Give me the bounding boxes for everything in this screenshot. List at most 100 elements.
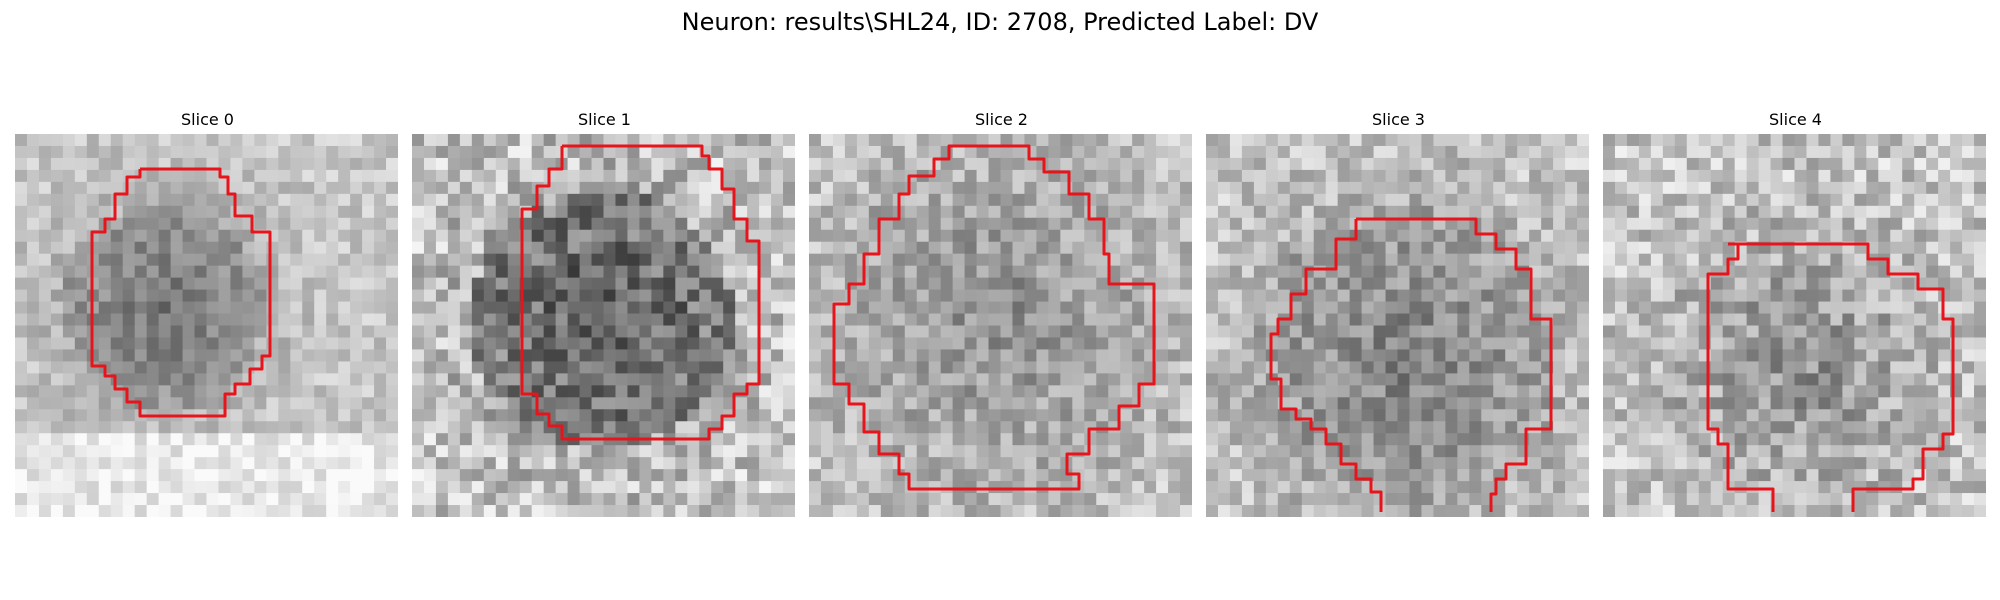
pixel xyxy=(195,146,207,158)
pixel xyxy=(627,242,639,254)
pixel xyxy=(639,349,651,361)
pixel xyxy=(917,493,929,505)
pixel xyxy=(783,326,795,338)
pixel xyxy=(424,146,436,158)
pixel xyxy=(1230,170,1242,182)
pixel xyxy=(1421,469,1433,481)
pixel xyxy=(1481,314,1493,326)
pixel xyxy=(1108,469,1120,481)
pixel xyxy=(218,134,230,146)
pixel xyxy=(1012,469,1024,481)
pixel xyxy=(1314,481,1326,493)
pixel xyxy=(711,146,723,158)
pixel xyxy=(723,373,735,385)
pixel xyxy=(1830,385,1842,397)
pixel xyxy=(1603,182,1615,194)
pixel xyxy=(532,373,544,385)
pixel xyxy=(1072,134,1084,146)
pixel xyxy=(1386,206,1398,218)
pixel xyxy=(627,481,639,493)
pixel xyxy=(1505,349,1517,361)
pixel xyxy=(195,302,207,314)
pixel xyxy=(254,266,266,278)
pixel xyxy=(99,182,111,194)
pixel xyxy=(1914,314,1926,326)
pixel xyxy=(1603,337,1615,349)
pixel xyxy=(1735,326,1747,338)
pixel xyxy=(350,158,362,170)
pixel xyxy=(412,397,424,409)
pixel xyxy=(171,146,183,158)
pixel xyxy=(965,385,977,397)
pixel xyxy=(929,194,941,206)
pixel xyxy=(1242,337,1254,349)
pixel xyxy=(821,493,833,505)
pixel xyxy=(747,170,759,182)
pixel xyxy=(75,278,87,290)
pixel xyxy=(735,409,747,421)
pixel xyxy=(1421,409,1433,421)
pixel xyxy=(735,314,747,326)
pixel xyxy=(1615,409,1627,421)
pixel xyxy=(374,505,386,517)
pixel xyxy=(436,170,448,182)
pixel xyxy=(735,266,747,278)
pixel xyxy=(1830,134,1842,146)
pixel xyxy=(1278,469,1290,481)
pixel xyxy=(639,194,651,206)
pixel xyxy=(1639,218,1651,230)
pixel xyxy=(1541,445,1553,457)
pixel xyxy=(1386,421,1398,433)
pixel xyxy=(1326,421,1338,433)
pixel xyxy=(1747,337,1759,349)
pixel xyxy=(1735,158,1747,170)
pixel xyxy=(604,326,616,338)
pixel xyxy=(1180,134,1192,146)
pixel xyxy=(484,361,496,373)
pixel xyxy=(290,505,302,517)
pixel xyxy=(1254,349,1266,361)
pixel xyxy=(1314,146,1326,158)
pixel xyxy=(1759,349,1771,361)
pixel xyxy=(675,361,687,373)
pixel xyxy=(386,457,398,469)
pixel xyxy=(604,206,616,218)
pixel xyxy=(1433,326,1445,338)
pixel xyxy=(1553,194,1565,206)
pixel xyxy=(171,457,183,469)
pixel xyxy=(1974,385,1986,397)
pixel xyxy=(424,481,436,493)
pixel xyxy=(1024,254,1036,266)
pixel xyxy=(183,397,195,409)
pixel xyxy=(484,170,496,182)
pixel xyxy=(532,254,544,266)
pixel xyxy=(135,493,147,505)
pixel xyxy=(1759,385,1771,397)
pixel xyxy=(218,290,230,302)
pixel xyxy=(111,134,123,146)
pixel xyxy=(905,457,917,469)
pixel xyxy=(663,505,675,517)
pixel xyxy=(941,505,953,517)
pixel xyxy=(1962,361,1974,373)
pixel xyxy=(242,302,254,314)
pixel xyxy=(1012,433,1024,445)
pixel xyxy=(917,349,929,361)
pixel xyxy=(1242,397,1254,409)
pixel xyxy=(1553,409,1565,421)
pixel xyxy=(135,505,147,517)
pixel xyxy=(1206,493,1218,505)
pixel xyxy=(1747,302,1759,314)
pixel xyxy=(27,266,39,278)
pixel xyxy=(675,230,687,242)
pixel xyxy=(627,218,639,230)
pixel xyxy=(1156,421,1168,433)
pixel xyxy=(1771,170,1783,182)
pixel xyxy=(1024,170,1036,182)
pixel xyxy=(1144,457,1156,469)
pixel xyxy=(1445,433,1457,445)
pixel xyxy=(326,421,338,433)
pixel xyxy=(496,290,508,302)
pixel xyxy=(651,182,663,194)
pixel xyxy=(1974,409,1986,421)
